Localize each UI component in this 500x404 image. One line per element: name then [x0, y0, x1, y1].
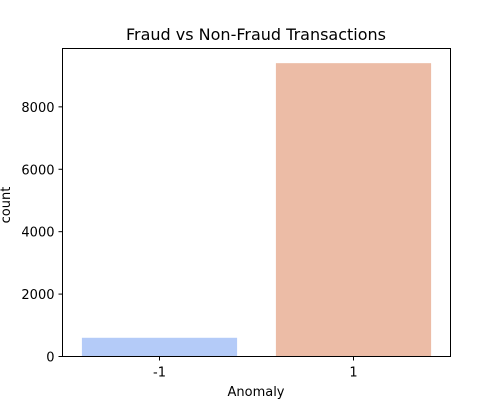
x-axis-label: Anomaly	[227, 385, 284, 400]
x-tick-label: 1	[349, 366, 357, 381]
y-tick-label: 0	[46, 351, 54, 366]
y-tick-label: 2000	[21, 288, 54, 303]
plot-area: -1 1 0 2000 4000 6000 8000	[21, 48, 451, 381]
bar-1	[275, 63, 432, 357]
y-tick-label: 4000	[21, 226, 54, 241]
x-tick-label: -1	[153, 366, 166, 381]
y-axis-label: count	[0, 187, 14, 224]
bar-neg1	[81, 337, 238, 357]
y-tick-label: 8000	[21, 101, 54, 116]
chart-title: Fraud vs Non-Fraud Transactions	[126, 25, 386, 44]
plot-frame	[62, 48, 451, 357]
y-tick-label: 6000	[21, 163, 54, 178]
